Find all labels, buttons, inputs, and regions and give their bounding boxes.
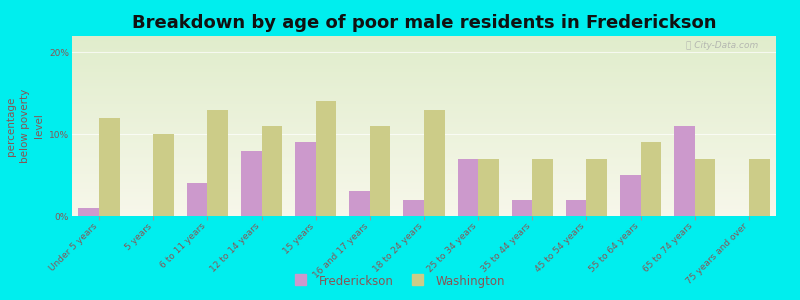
- Bar: [403, 200, 424, 216]
- Bar: [620, 175, 641, 216]
- Bar: [674, 126, 694, 216]
- Bar: [370, 126, 390, 216]
- Bar: [99, 118, 120, 216]
- Bar: [295, 142, 316, 216]
- Y-axis label: percentage
below poverty
level: percentage below poverty level: [6, 89, 43, 163]
- Text: ⓘ City-Data.com: ⓘ City-Data.com: [686, 41, 758, 50]
- Bar: [586, 159, 607, 216]
- Title: Breakdown by age of poor male residents in Frederickson: Breakdown by age of poor male residents …: [132, 14, 716, 32]
- Bar: [641, 142, 661, 216]
- Bar: [532, 159, 553, 216]
- Bar: [424, 110, 445, 216]
- Bar: [512, 200, 532, 216]
- Bar: [207, 110, 228, 216]
- Bar: [262, 126, 282, 216]
- Bar: [478, 159, 498, 216]
- Bar: [241, 151, 262, 216]
- Legend: Frederickson, Washington: Frederickson, Washington: [292, 271, 508, 291]
- Bar: [749, 159, 770, 216]
- Bar: [154, 134, 174, 216]
- Bar: [78, 208, 99, 216]
- Bar: [316, 101, 336, 216]
- Bar: [694, 159, 715, 216]
- Bar: [187, 183, 207, 216]
- Bar: [458, 159, 478, 216]
- Bar: [566, 200, 586, 216]
- Bar: [350, 191, 370, 216]
